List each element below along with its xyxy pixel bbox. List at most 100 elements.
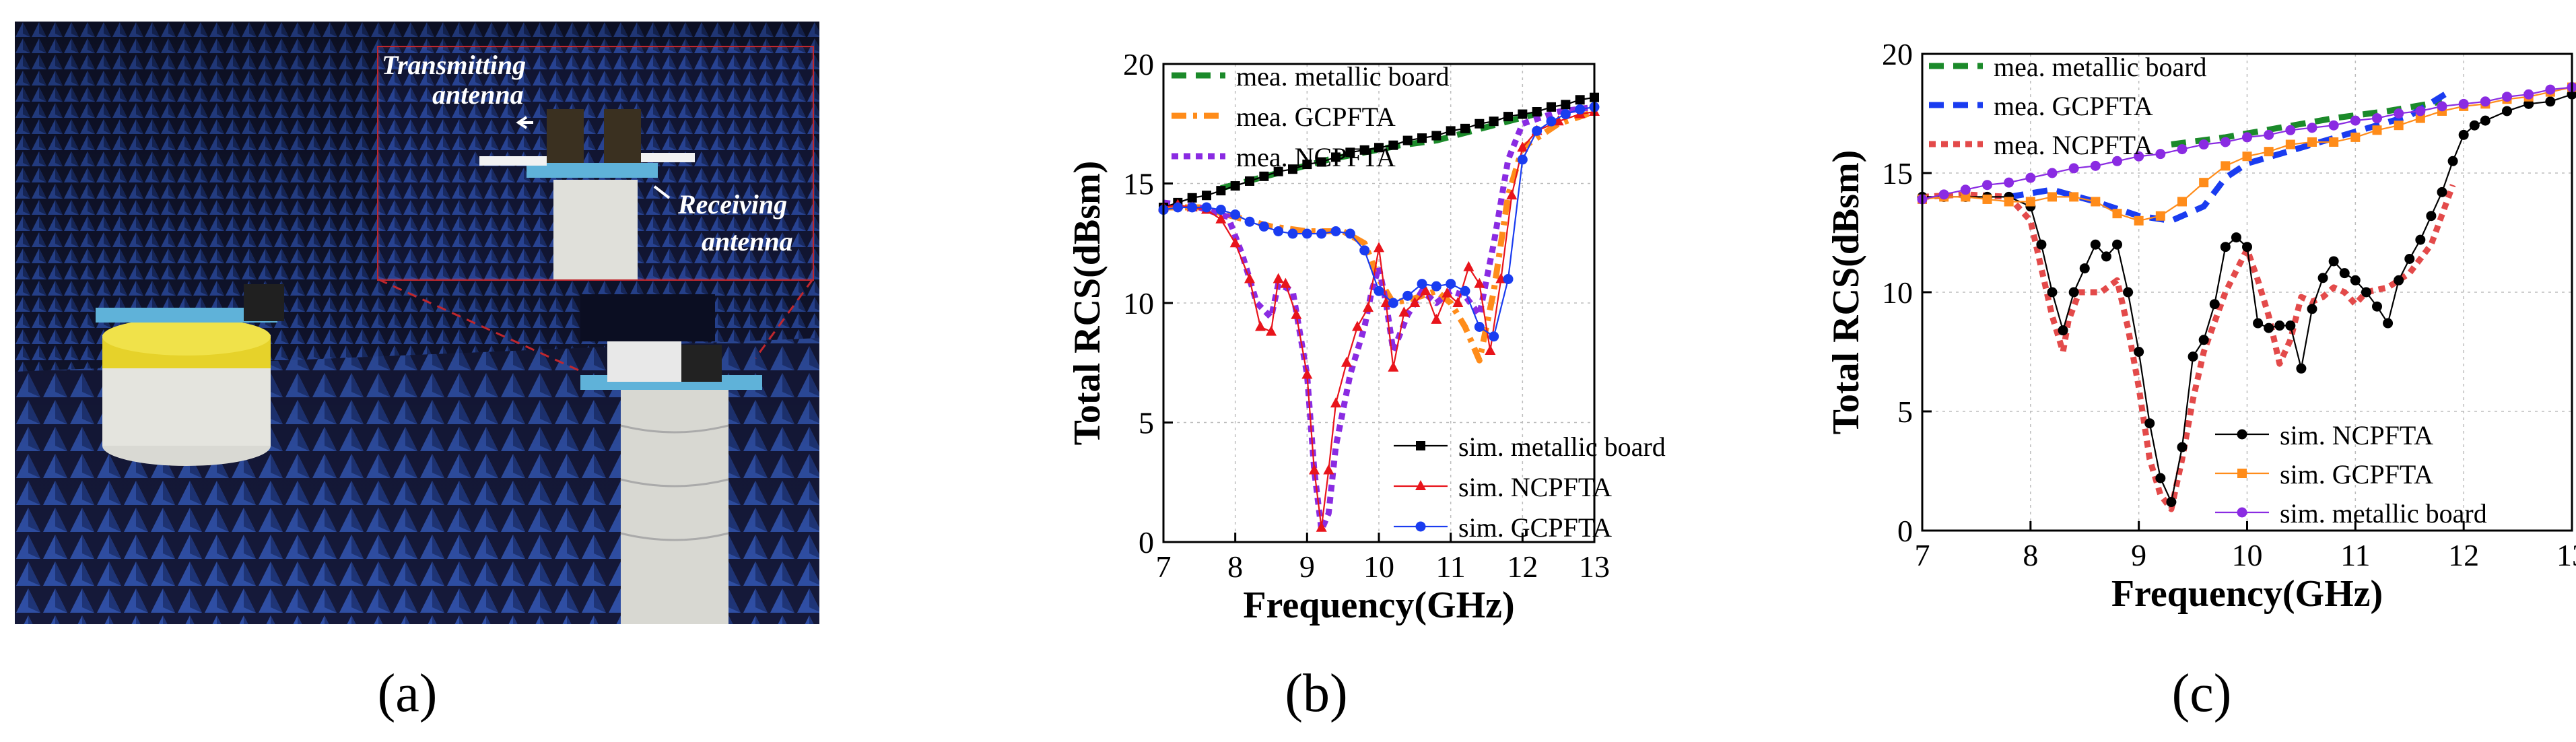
data-point [2469, 120, 2480, 131]
chart-b-rcs-measurement: 7 8 9 10 11 12 13 0 5 10 15 20 Frequency(GHz) Total R… [1066, 47, 1666, 626]
data-point [1431, 131, 1442, 141]
data-point [1331, 152, 1341, 162]
data-point [2199, 178, 2209, 188]
legend-label: mea. GCPFTA [1236, 102, 1396, 132]
legend-label: sim. NCPFTA [2280, 420, 2433, 450]
data-point [2134, 151, 2144, 162]
x-tick-label: 13 [1579, 549, 1610, 584]
legend-marker [1415, 521, 1426, 532]
data-point [2307, 123, 2317, 133]
antenna-inset-callout: Transmitting antenna Receiving antenna [377, 46, 814, 373]
antenna-pedestal [580, 294, 762, 624]
y-axis-label: Total RCS(dBsm) [1066, 161, 1108, 446]
data-point [1518, 109, 1528, 119]
data-point [2058, 325, 2068, 336]
data-point [1446, 126, 1456, 136]
y-tick-label: 10 [1882, 275, 1913, 310]
data-point [1420, 285, 1431, 296]
data-point [1460, 123, 1470, 133]
legend-entry: mea. NCPFTA [1172, 142, 1396, 172]
data-point [1575, 95, 1585, 105]
data-point [2394, 108, 2404, 119]
y-axis-label: Total RCS(dBsm) [1825, 150, 1867, 435]
data-point [1398, 306, 1410, 317]
data-point [2090, 239, 2101, 250]
legend-entry: sim. NCPFTA [1394, 472, 1612, 502]
data-point [2361, 287, 2371, 298]
data-point [1187, 202, 1198, 213]
legend-entry: sim. GCPFTA [2215, 459, 2433, 490]
data-point [1960, 184, 1971, 195]
data-point [1359, 245, 1370, 256]
data-point [1352, 321, 1363, 331]
x-tick-label: 9 [1299, 549, 1315, 584]
data-point [2317, 273, 2328, 283]
data-point [1517, 141, 1528, 152]
data-point [2372, 301, 2382, 312]
data-point [2415, 113, 2425, 123]
data-point [1961, 192, 1971, 202]
data-point [1244, 216, 1255, 227]
data-point [2447, 156, 2458, 166]
data-point [1388, 361, 1399, 372]
series-line [1922, 94, 2573, 503]
legend-label: mea. NCPFTA [1994, 130, 2153, 160]
data-point [2350, 132, 2361, 142]
legend-label: mea. NCPFTA [1236, 142, 1396, 172]
x-tick-label: 8 [2023, 538, 2038, 572]
x-tick-label: 10 [2232, 538, 2263, 572]
x-tick-label: 8 [1227, 549, 1243, 584]
data-point [1575, 104, 1586, 114]
data-point [2285, 321, 2296, 331]
data-point [1417, 133, 1427, 143]
legend-entry: sim. NCPFTA [2215, 420, 2433, 450]
data-point [1374, 143, 1384, 153]
x-tick-label: 11 [2340, 538, 2370, 572]
data-point [2155, 473, 2166, 483]
data-point [1323, 464, 1334, 475]
data-point [2101, 251, 2111, 262]
data-point [2220, 137, 2231, 147]
data-point [1330, 226, 1341, 236]
data-point [2328, 256, 2339, 267]
data-point [1359, 145, 1369, 155]
y-tick-label: 0 [1897, 514, 1913, 548]
data-point [1532, 107, 1542, 116]
data-point [1402, 290, 1413, 301]
y-tick-label: 20 [1882, 37, 1913, 71]
x-tick-label: 7 [1156, 549, 1172, 584]
y-tick-label: 15 [1882, 156, 1913, 191]
data-point [2025, 197, 2035, 207]
data-point [1345, 147, 1355, 158]
data-point [1388, 140, 1398, 150]
data-point [2339, 268, 2350, 279]
data-point [2502, 92, 2512, 102]
legend-label: sim. metallic board [2280, 498, 2487, 529]
data-point [1452, 297, 1464, 307]
data-point [1216, 186, 1226, 196]
panel-label-a: (a) [377, 664, 438, 723]
data-point [1431, 313, 1442, 324]
data-point [1202, 191, 1211, 201]
legend-entry: sim. metallic board [2215, 498, 2487, 529]
data-point [1388, 298, 1398, 308]
x-tick-label: 11 [1436, 549, 1466, 584]
data-point [1982, 194, 1992, 204]
data-point [1517, 154, 1528, 165]
data-point [1489, 116, 1499, 127]
data-point [2285, 139, 2295, 149]
y-tick-label: 15 [1123, 167, 1154, 201]
data-point [1417, 279, 1427, 290]
data-point [2480, 96, 2490, 107]
data-point [2404, 253, 2415, 264]
data-point [2112, 239, 2122, 250]
data-point [1374, 242, 1384, 252]
data-point [2328, 120, 2339, 131]
data-point [1363, 302, 1374, 312]
y-tick-label: 5 [1139, 406, 1154, 440]
data-point [2253, 318, 2264, 329]
y-tick-label: 0 [1139, 525, 1154, 560]
legend-marker [1416, 441, 1425, 450]
legend-entry: mea. GCPFTA [1172, 102, 1396, 132]
data-point [2545, 84, 2556, 95]
